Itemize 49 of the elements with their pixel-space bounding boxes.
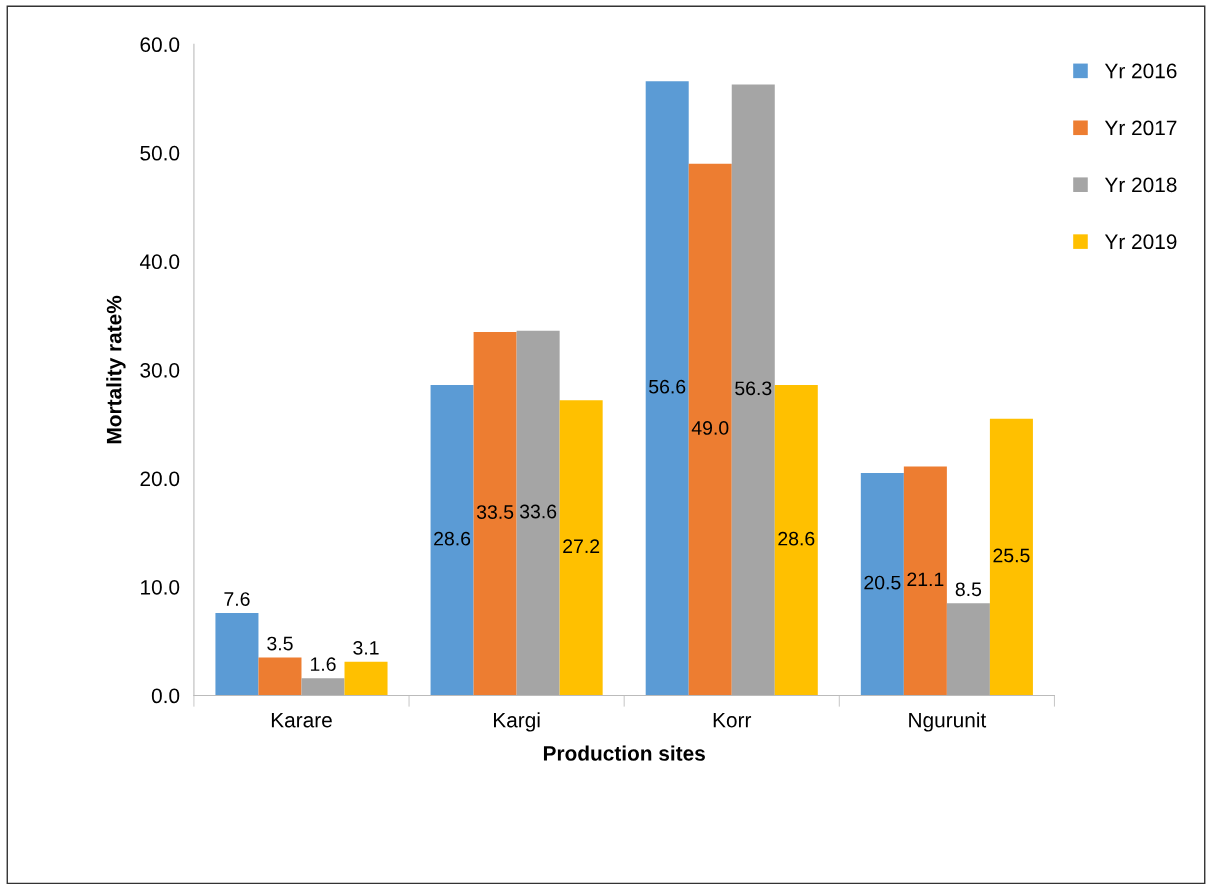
y-tick-label: 20.0 xyxy=(140,471,180,487)
data-label: 25.5 xyxy=(993,548,1030,563)
data-label: 33.6 xyxy=(519,504,557,519)
data-label: 28.6 xyxy=(434,531,471,546)
y-tick-label: 30.0 xyxy=(140,362,180,378)
y-tick-label: 40.0 xyxy=(139,254,180,270)
x-tick-label: Korr xyxy=(713,712,752,728)
y-tick-label: 50.0 xyxy=(140,145,180,161)
y-axis-title: Mortality rate% xyxy=(106,295,126,444)
x-tick-label: Kargi xyxy=(494,712,540,732)
data-label: 56.3 xyxy=(735,381,772,396)
y-tick-label: 0.0 xyxy=(151,688,180,704)
bar xyxy=(559,400,603,696)
legend-label: Yr 2016 xyxy=(1104,63,1177,79)
bar xyxy=(731,84,775,696)
bar xyxy=(473,331,517,696)
bar xyxy=(344,661,388,696)
data-label: 20.5 xyxy=(864,575,901,590)
x-tick-label: Karare xyxy=(271,712,332,728)
data-label: 3.5 xyxy=(267,636,293,651)
data-label: 21.1 xyxy=(907,572,944,587)
bar xyxy=(301,678,345,696)
bar xyxy=(774,385,818,696)
x-tick-label: Ngurunit xyxy=(909,712,987,732)
bar xyxy=(688,163,732,696)
x-axis-title: Production sites xyxy=(543,745,705,761)
bar xyxy=(860,473,904,696)
bar xyxy=(989,418,1033,696)
data-label: 49.0 xyxy=(691,421,729,435)
bar xyxy=(258,657,302,696)
y-tick-label: 10.0 xyxy=(141,579,180,595)
data-label: 7.6 xyxy=(224,592,250,606)
bar xyxy=(215,613,259,696)
legend-label: Yr 2018 xyxy=(1104,177,1177,193)
data-label: 8.5 xyxy=(955,582,982,597)
bar xyxy=(946,603,990,696)
bar xyxy=(516,330,560,696)
data-label: 28.6 xyxy=(778,531,815,546)
data-label: 3.1 xyxy=(353,641,379,655)
y-tick-label: 60.0 xyxy=(140,37,180,53)
bar xyxy=(903,466,947,696)
bar xyxy=(645,81,689,696)
legend-label: Yr 2017 xyxy=(1104,120,1177,136)
legend-label: Yr 2019 xyxy=(1104,234,1177,250)
data-label: 27.2 xyxy=(563,539,600,553)
data-label: 1.6 xyxy=(310,657,336,672)
bar xyxy=(430,385,474,696)
data-label: 56.6 xyxy=(649,379,686,394)
data-label: 33.5 xyxy=(476,505,514,519)
